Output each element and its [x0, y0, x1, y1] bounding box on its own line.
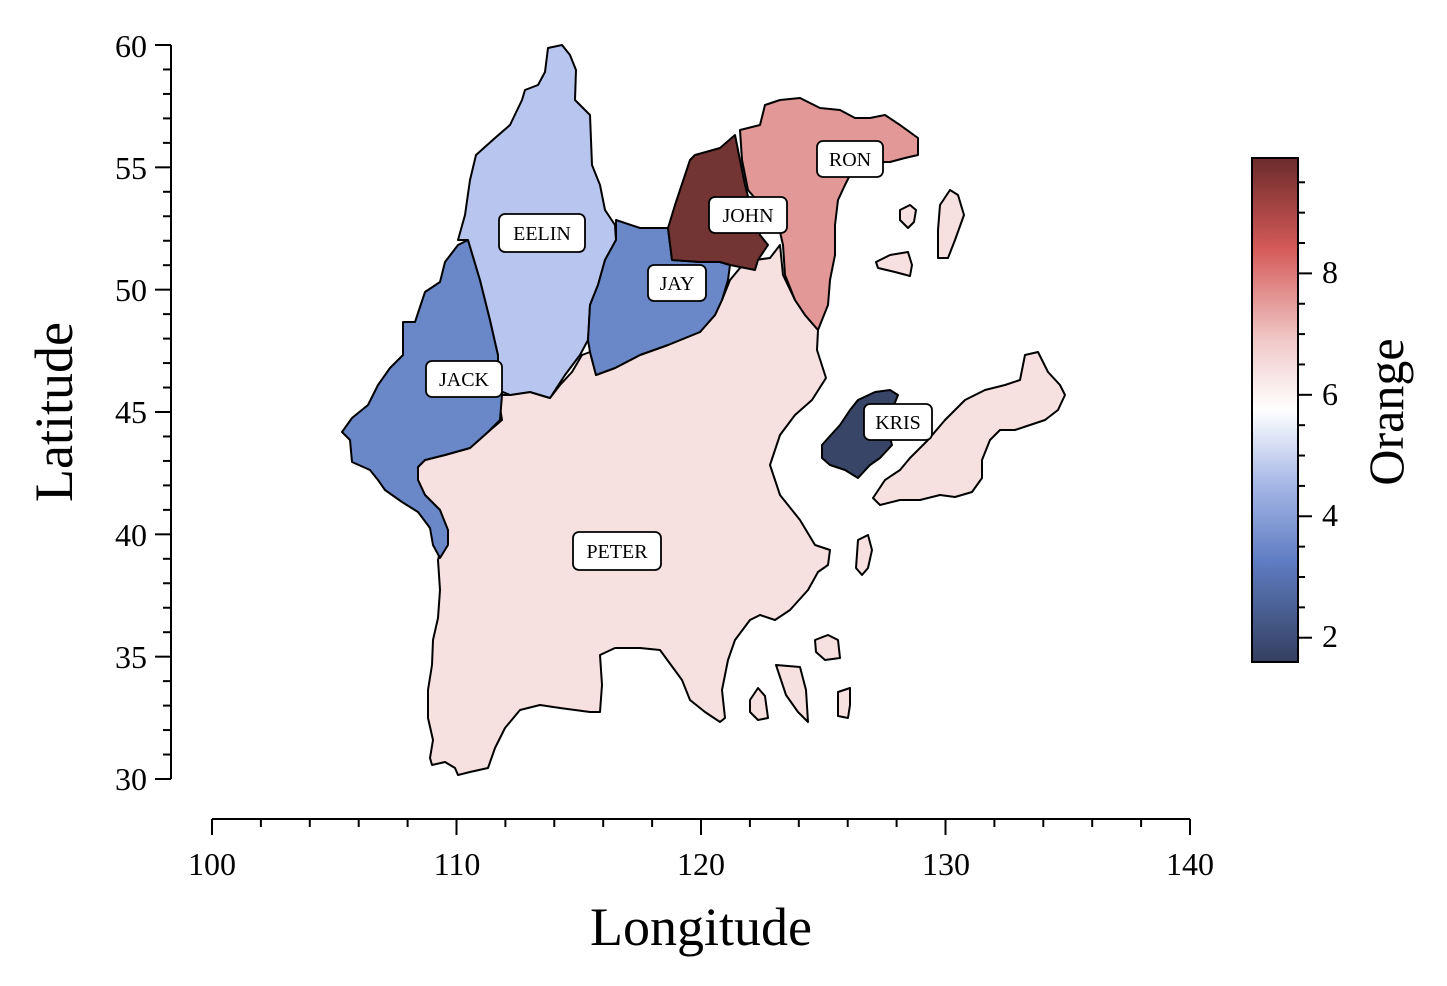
island-8[interactable]	[837, 687, 851, 719]
island-5[interactable]	[814, 634, 841, 661]
y-tick-labels: 30 35 40 45 50 55 60	[115, 28, 147, 797]
x-axis-title: Longitude	[590, 897, 812, 957]
y-tick-label: 45	[115, 394, 147, 430]
island-4[interactable]	[855, 534, 873, 576]
label-john: JOHN	[708, 196, 788, 234]
x-tick-label: 100	[188, 846, 236, 882]
colorbar-tick-label: 6	[1322, 376, 1338, 412]
label-jack-text: JACK	[439, 369, 490, 391]
label-kris: KRIS	[863, 403, 933, 441]
label-jack: JACK	[425, 360, 503, 398]
label-peter: PETER	[572, 531, 662, 571]
y-axis-ticks	[155, 44, 171, 780]
y-tick-label: 35	[115, 639, 147, 675]
region-east-island[interactable]	[872, 351, 1066, 506]
island-3[interactable]	[875, 251, 913, 277]
label-ron-text: RON	[829, 149, 871, 171]
label-eelin-text: EELIN	[513, 223, 571, 245]
colorbar-tick-label: 4	[1322, 497, 1338, 533]
region-labels: EELIN JACK JAY JOHN RON PETER KRIS	[425, 140, 933, 571]
island-7[interactable]	[749, 687, 769, 721]
x-axis: 100 110 120 130 140 Longitude	[188, 818, 1214, 957]
x-tick-label: 110	[434, 846, 481, 882]
colorbar-tick-labels: 2 4 6 8	[1322, 254, 1338, 654]
label-eelin: EELIN	[498, 213, 586, 253]
y-tick-label: 40	[115, 517, 147, 553]
y-axis: 30 35 40 45 50 55 60 Latitude	[24, 28, 172, 797]
x-axis-ticks	[211, 819, 1191, 835]
region-jack[interactable]	[341, 239, 506, 559]
y-tick-label: 55	[115, 150, 147, 186]
island-2[interactable]	[899, 204, 917, 229]
colorbar-gradient	[1251, 157, 1299, 663]
label-ron: RON	[816, 140, 884, 178]
x-tick-label: 120	[677, 846, 725, 882]
x-tick-labels: 100 110 120 130 140	[188, 846, 1214, 882]
regions-layer	[341, 44, 1066, 776]
colorbar-tick-label: 2	[1322, 618, 1338, 654]
y-tick-label: 50	[115, 272, 147, 308]
colorbar-ticks	[1298, 181, 1312, 639]
colorbar-tick-label: 8	[1322, 254, 1338, 290]
colorbar-title: Orange	[1358, 338, 1414, 485]
colorbar: 2 4 6 8 Orange	[1251, 157, 1414, 663]
x-tick-label: 130	[922, 846, 970, 882]
island-6[interactable]	[775, 664, 809, 723]
island-1[interactable]	[937, 189, 965, 259]
label-john-text: JOHN	[722, 205, 773, 227]
y-tick-label: 60	[115, 28, 147, 64]
label-peter-text: PETER	[586, 541, 648, 563]
label-jay: JAY	[647, 264, 707, 302]
y-axis-title: Latitude	[24, 322, 84, 502]
y-tick-label: 30	[115, 761, 147, 797]
label-jay-text: JAY	[660, 273, 695, 295]
label-kris-text: KRIS	[875, 412, 921, 434]
x-tick-label: 140	[1166, 846, 1214, 882]
